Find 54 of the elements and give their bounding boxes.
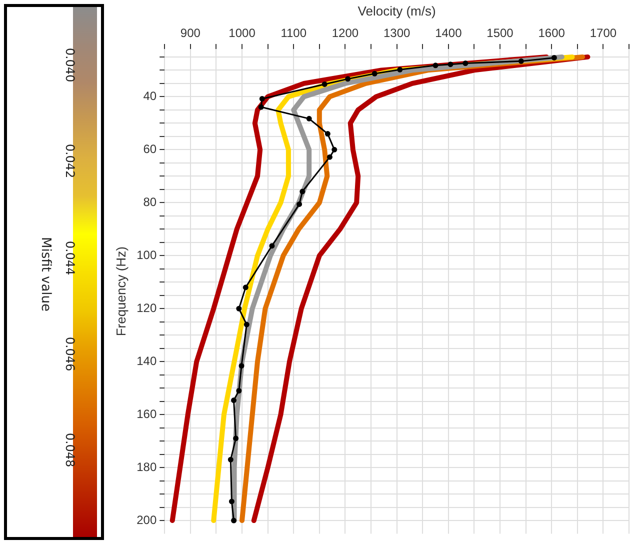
- point: [332, 146, 338, 152]
- x-tick-label: 1000: [228, 26, 256, 40]
- color-bar-label: 0.044: [63, 240, 77, 275]
- color-bar-label: 0.040: [63, 48, 77, 82]
- color-bar-label: 0.048: [63, 433, 77, 468]
- y-tick-label: 40: [143, 89, 157, 103]
- point: [448, 62, 454, 68]
- point: [397, 66, 403, 72]
- point: [231, 518, 237, 524]
- x-tick-label: 1500: [486, 26, 514, 40]
- point: [259, 96, 265, 102]
- point: [306, 116, 312, 122]
- point: [372, 70, 378, 76]
- point: [551, 54, 557, 60]
- point: [242, 284, 248, 290]
- point: [300, 188, 306, 194]
- point: [238, 363, 244, 369]
- point: [228, 498, 234, 504]
- x-tick-label: 1100: [280, 26, 307, 40]
- point: [462, 60, 468, 66]
- y-tick-label: 120: [136, 300, 157, 315]
- point: [236, 306, 242, 312]
- y-tick-label: 200: [136, 512, 157, 527]
- point: [228, 456, 234, 462]
- point: [432, 62, 438, 68]
- point: [244, 322, 250, 328]
- y-tick-label: 180: [136, 460, 157, 474]
- x-axis-title: Velocity (m/s): [358, 3, 436, 18]
- y-tick-label: 100: [136, 248, 157, 262]
- point: [322, 81, 328, 87]
- point: [518, 58, 524, 64]
- point: [345, 76, 351, 82]
- x-tick-label: 1400: [435, 26, 462, 40]
- point: [324, 131, 330, 137]
- y-tick-label: 140: [136, 354, 157, 368]
- point: [269, 243, 275, 249]
- y-tick-label: 60: [143, 142, 157, 156]
- x-tick-label: 900: [180, 26, 201, 40]
- point: [326, 154, 332, 160]
- x-tick-label: 1700: [590, 26, 617, 40]
- x-tick-label: 1300: [383, 26, 410, 40]
- color-bar-title: Misfit value: [38, 237, 53, 312]
- color-bar-label: 0.042: [63, 144, 77, 178]
- point: [231, 398, 237, 404]
- y-tick-label: 160: [136, 406, 157, 421]
- point: [296, 201, 302, 207]
- color-bar-label: 0.046: [63, 336, 77, 372]
- x-tick-label: 1600: [538, 26, 566, 40]
- x-tick-label: 1200: [332, 26, 359, 40]
- point: [236, 388, 242, 394]
- y-axis-title: Frequency (Hz): [113, 246, 128, 336]
- point: [258, 104, 264, 110]
- y-tick-label: 80: [143, 194, 157, 209]
- point: [233, 436, 239, 442]
